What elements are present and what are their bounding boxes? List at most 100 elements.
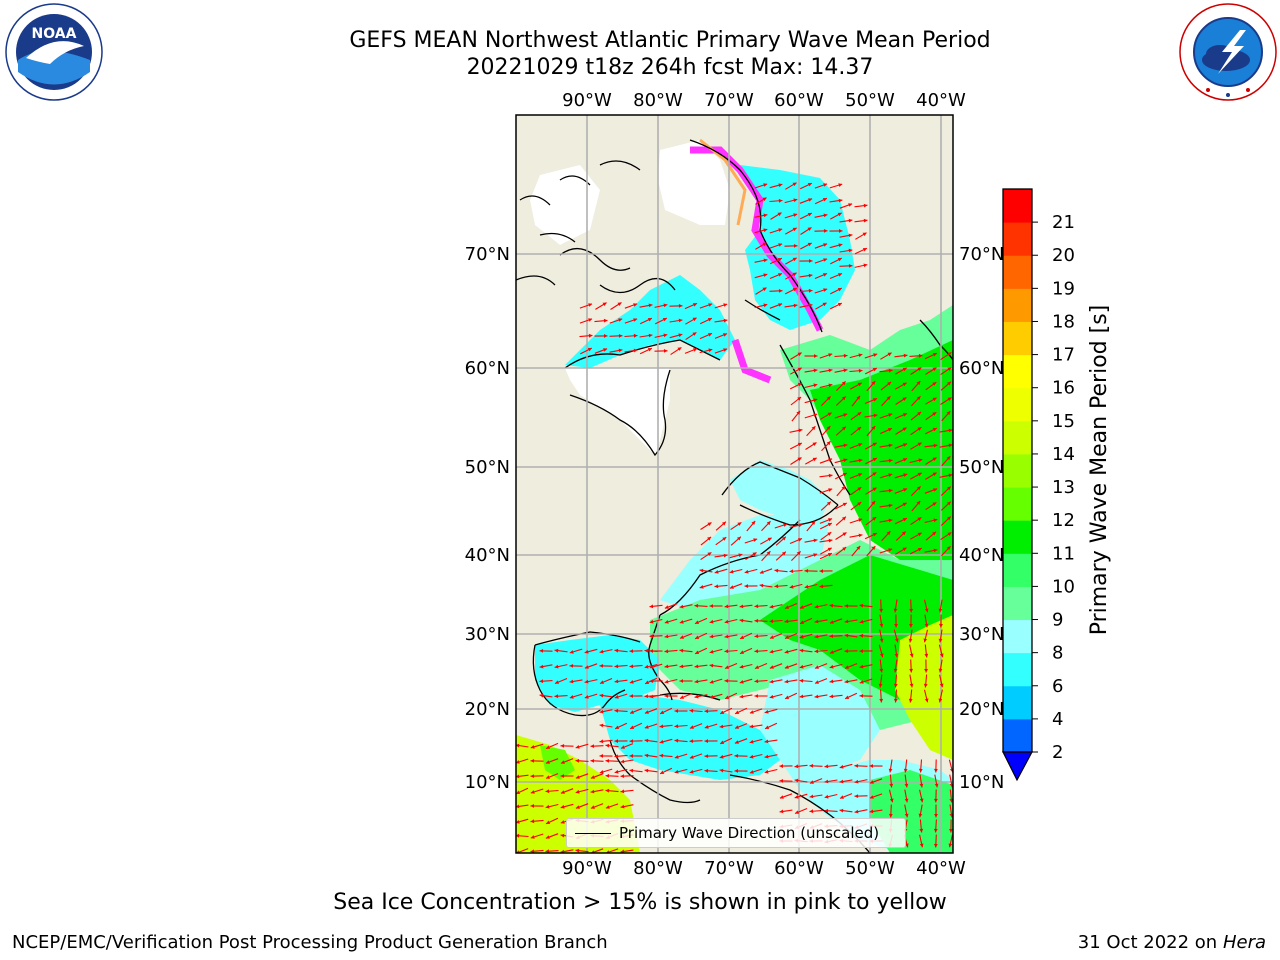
wave-arrow-head <box>575 745 580 749</box>
wave-arrow-head <box>600 680 604 684</box>
lon-label-top: 40°W <box>916 90 966 111</box>
wave-arrow-head <box>723 318 728 323</box>
wave-arrow-head <box>620 804 625 809</box>
wave-arrow-head <box>933 443 938 448</box>
wave-arrow-head <box>620 774 625 778</box>
wave-arrow-head <box>858 473 862 477</box>
wave-arrow-head <box>939 683 944 688</box>
wave-arrow-head <box>617 302 622 306</box>
wave-arrow-head <box>841 381 846 386</box>
wave-arrow-head <box>871 426 876 430</box>
wave-arrow-head <box>599 739 604 744</box>
wave-arrow-head <box>946 516 951 521</box>
wave-arrow-head <box>819 569 823 573</box>
wave-arrow-head <box>599 723 604 728</box>
wave-arrow-head <box>858 518 863 522</box>
wave-arrow-head <box>560 774 564 778</box>
wave-arrow-head <box>754 679 759 684</box>
wave-arrow-head <box>797 382 802 387</box>
lon-labels-bottom: 90°W 80°W 70°W 60°W 50°W 40°W <box>562 858 966 879</box>
lat-label-right: 50°N <box>959 457 1004 478</box>
wave-arrow-head <box>588 318 593 322</box>
wave-arrow-head <box>814 634 819 639</box>
wave-arrow-head <box>530 790 535 794</box>
wave-arrow-head <box>792 272 797 277</box>
wave-arrow-head <box>779 764 783 768</box>
lat-label-left: 70°N <box>465 244 510 265</box>
wave-arrow-head <box>516 820 520 824</box>
wave-arrow-head <box>659 739 664 744</box>
wave-arrow-head <box>674 709 678 713</box>
wave-arrow-head <box>807 242 812 247</box>
wave-arrow-head <box>763 303 768 308</box>
arctic-unknown <box>658 140 730 225</box>
wave-arrow-head <box>841 396 846 401</box>
colorbar-swatch <box>1003 685 1032 720</box>
wave-arrow-head <box>858 533 863 538</box>
wave-arrow-head <box>924 653 929 658</box>
wave-arrow-head <box>664 605 669 609</box>
wave-arrow-head <box>904 798 909 803</box>
wave-arrow-head <box>869 795 874 799</box>
colorbar-tick-label: 8 <box>1052 643 1063 664</box>
wave-arrow-head <box>648 303 653 308</box>
wave-arrow-head <box>709 604 713 608</box>
wave-arrow-head <box>947 532 952 536</box>
colorbar-tick-label: 14 <box>1052 444 1075 465</box>
wave-arrow-head <box>948 473 953 478</box>
wave-arrow-head <box>793 244 798 248</box>
wave-arrow-head <box>704 709 709 714</box>
wave-arrow-head <box>799 664 804 669</box>
wave-arrow-head <box>843 353 848 358</box>
wave-arrow-head <box>829 679 834 684</box>
wave-arrow-head <box>916 381 921 385</box>
wave-arrow-head <box>859 680 864 684</box>
wave-arrow-head <box>739 664 744 669</box>
nws-logo <box>1179 3 1277 101</box>
wave-arrow-head <box>879 638 884 643</box>
colorbar-swatches <box>1003 189 1032 753</box>
wave-arrow-head <box>799 605 804 609</box>
wave-arrow-head <box>804 569 809 573</box>
wave-arrow-head <box>863 218 868 223</box>
wave-arrow-head <box>724 619 729 624</box>
wave-arrow-head <box>949 783 953 788</box>
wave-arrow-head <box>888 813 893 818</box>
wave-arrow-head <box>767 537 772 542</box>
wave-arrow-head <box>822 198 827 202</box>
wave-arrow-head <box>798 538 802 542</box>
colorbar-tick-label: 13 <box>1052 477 1075 498</box>
wave-arrow-head <box>828 383 833 388</box>
wave-arrow-head <box>778 228 783 232</box>
wave-arrow-head <box>804 584 809 589</box>
colorbar-tick-label: 4 <box>1052 709 1063 730</box>
wave-arrow-head <box>575 775 580 779</box>
wave-arrow-head <box>932 382 937 386</box>
wave-arrow-head <box>763 228 768 233</box>
wave-arrow-head <box>797 352 802 357</box>
wave-arrow-head <box>828 518 833 522</box>
wave-arrow-head <box>618 334 623 338</box>
wave-arrow-head <box>848 233 853 238</box>
colorbar-swatch <box>1003 288 1032 322</box>
lon-label-bottom: 40°W <box>916 858 966 879</box>
wave-arrow-head <box>837 302 842 307</box>
wave-arrow-head <box>813 368 818 373</box>
wave-arrow-head <box>762 197 767 202</box>
wave-arrow-head <box>575 758 580 763</box>
wave-arrow-head <box>823 183 828 187</box>
wave-arrow-head <box>644 710 649 714</box>
wave-arrow-head <box>796 551 801 556</box>
wave-arrow-head <box>857 427 862 431</box>
wave-arrow-head <box>837 258 842 262</box>
wave-arrow-head <box>932 427 937 432</box>
wave-arrow-head <box>863 203 868 208</box>
wave-arrow-head <box>789 584 794 589</box>
wave-arrow-head <box>605 805 610 809</box>
colorbar-swatch <box>1003 387 1032 422</box>
wave-arrow-head <box>845 695 850 699</box>
wave-arrow-head <box>808 273 813 278</box>
wave-arrow-head <box>724 604 729 609</box>
wave-arrow-head <box>823 288 828 292</box>
lat-label-right: 10°N <box>959 772 1004 793</box>
